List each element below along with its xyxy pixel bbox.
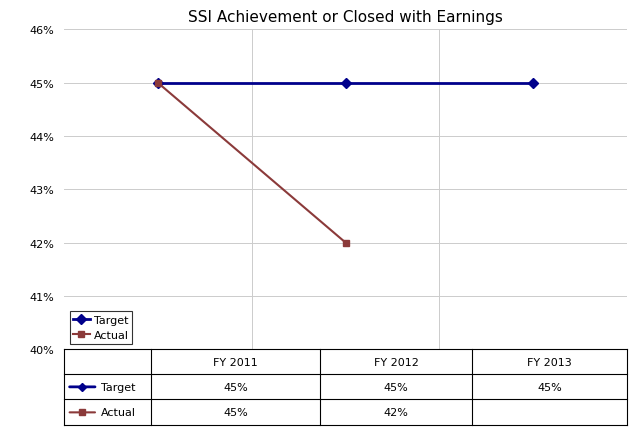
Text: 45%: 45% xyxy=(384,382,409,392)
Text: 45%: 45% xyxy=(538,382,562,392)
Text: 45%: 45% xyxy=(223,408,248,418)
Text: FY 2012: FY 2012 xyxy=(374,357,419,367)
Text: Actual: Actual xyxy=(100,408,136,418)
Title: SSI Achievement or Closed with Earnings: SSI Achievement or Closed with Earnings xyxy=(188,10,503,25)
Text: 45%: 45% xyxy=(223,382,248,392)
Text: Target: Target xyxy=(100,382,135,392)
Legend: Target, Actual: Target, Actual xyxy=(70,312,132,344)
Text: FY 2013: FY 2013 xyxy=(527,357,572,367)
Text: 42%: 42% xyxy=(384,408,409,418)
Text: FY 2011: FY 2011 xyxy=(213,357,258,367)
